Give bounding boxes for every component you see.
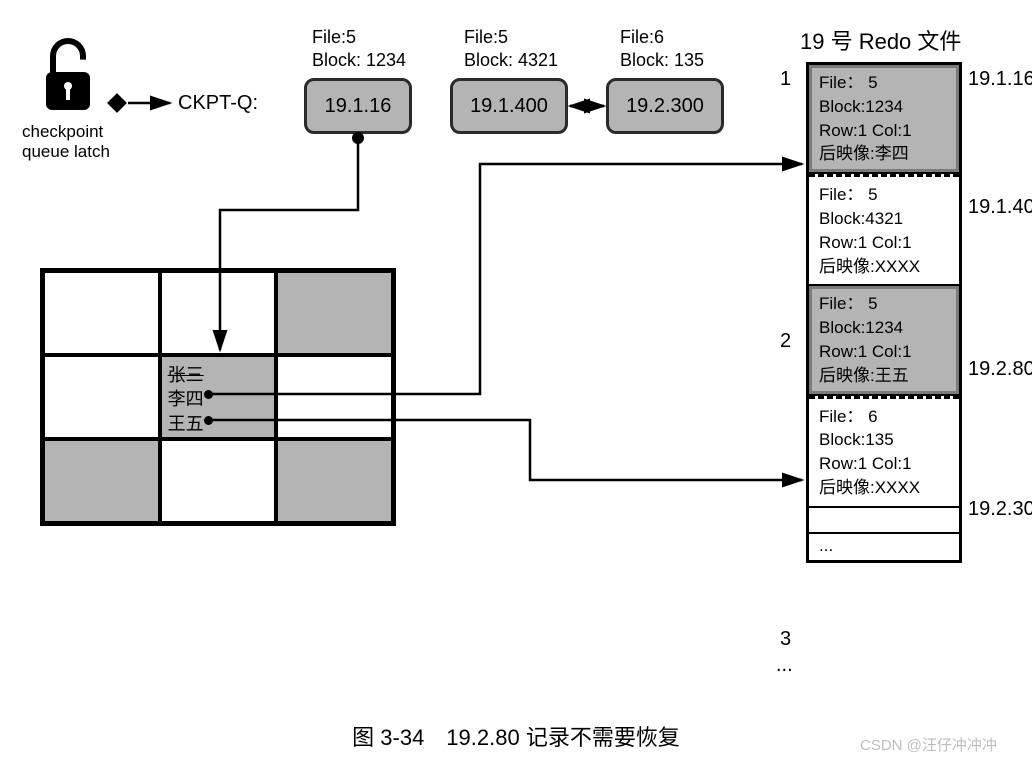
- rba-2: 19.2.80: [968, 358, 1032, 381]
- r3l0: File： 6: [819, 405, 951, 429]
- redo-title: 19 号 Redo 文件: [800, 24, 961, 56]
- diamond-marker: [107, 93, 127, 113]
- qbox-2: 19.2.300: [606, 78, 724, 134]
- cell-3: [43, 355, 160, 439]
- qbox-1: 19.1.400: [450, 78, 568, 134]
- lock-icon: [46, 60, 90, 116]
- cell-8: [276, 439, 393, 523]
- r3l2: Row:1 Col:1: [819, 452, 951, 476]
- r2l0: File： 5: [819, 292, 951, 316]
- name-2: 王五: [168, 414, 204, 434]
- r2l2: Row:1 Col:1: [819, 340, 951, 364]
- qh0-l2: Block: 1234: [312, 50, 406, 70]
- r1l3: 后映像:XXXX: [819, 255, 951, 279]
- cell-7: [160, 439, 277, 523]
- r1l2: Row:1 Col:1: [819, 231, 951, 255]
- qbox-1-val: 19.1.400: [470, 95, 548, 117]
- qbox-header-1: File:5 Block: 4321: [464, 26, 558, 71]
- diagram-canvas: checkpointqueue latch CKPT-Q: File:5 Blo…: [10, 10, 1022, 744]
- redo-rec-3: File： 6 Block:135 Row:1 Col:1 后映像:XXXX: [809, 399, 959, 508]
- qh1-l1: File:5: [464, 27, 508, 47]
- qbox-header-0: File:5 Block: 1234: [312, 26, 406, 71]
- watermark: CSDN @汪仔冲冲冲: [860, 734, 997, 755]
- redo-file: File： 5 Block:1234 Row:1 Col:1 后映像:李四 Fi…: [806, 62, 962, 563]
- r3l1: Block:135: [819, 428, 951, 452]
- redo-num-ell: ...: [776, 654, 793, 677]
- cell-1: [160, 271, 277, 355]
- redo-rec-1: File： 5 Block:4321 Row:1 Col:1 后映像:XXXX: [809, 177, 959, 286]
- r2l1: Block:1234: [819, 316, 951, 340]
- redo-num-2: 2: [780, 330, 791, 353]
- qh2-l2: Block: 135: [620, 50, 704, 70]
- cell-4: 张三 李四 王五: [160, 355, 277, 439]
- rba-3: 19.2.300: [968, 498, 1032, 521]
- cell-0: [43, 271, 160, 355]
- cell-5: [276, 355, 393, 439]
- qbox-0-val: 19.1.16: [325, 95, 392, 117]
- name1-dot: [204, 390, 213, 399]
- qh1-l2: Block: 4321: [464, 50, 558, 70]
- lock-label-line1: checkpointqueue latch: [22, 122, 110, 161]
- redo-rec-2: File： 5 Block:1234 Row:1 Col:1 后映像:王五: [809, 286, 959, 395]
- r0l1: Block:1234: [819, 95, 951, 119]
- qbox-0: 19.1.16: [304, 78, 412, 134]
- center-cell-text: 张三 李四 王五: [162, 357, 275, 437]
- r3l3: 后映像:XXXX: [819, 476, 951, 500]
- cell-2: [276, 271, 393, 355]
- redo-slot-ell: ...: [809, 534, 959, 560]
- qbox-2-val: 19.2.300: [626, 95, 704, 117]
- r0l0: File： 5: [819, 71, 951, 95]
- redo-num-1: 1: [780, 68, 791, 91]
- ckpt-q-label: CKPT-Q:: [178, 92, 258, 115]
- redo-num-3: 3: [780, 628, 791, 651]
- rba-1: 19.1.400: [968, 196, 1032, 219]
- r0l3: 后映像:李四: [819, 142, 951, 166]
- qbox-0-dot: [352, 132, 364, 144]
- redo-slot-3: [809, 508, 959, 534]
- r1l0: File： 5: [819, 183, 951, 207]
- qbox-header-2: File:6 Block: 135: [620, 26, 704, 71]
- lock-label: checkpointqueue latch: [22, 122, 110, 163]
- name2-dot: [204, 416, 213, 425]
- cell-6: [43, 439, 160, 523]
- r1l1: Block:4321: [819, 207, 951, 231]
- r2l3: 后映像:王五: [819, 364, 951, 388]
- qh0-l1: File:5: [312, 27, 356, 47]
- redo-rec-0: File： 5 Block:1234 Row:1 Col:1 后映像:李四: [809, 65, 959, 174]
- rba-0: 19.1.16: [968, 68, 1032, 91]
- r0l2: Row:1 Col:1: [819, 119, 951, 143]
- name-1: 李四: [168, 389, 204, 409]
- qh2-l1: File:6: [620, 27, 664, 47]
- buffer-grid: 张三 李四 王五: [40, 268, 396, 526]
- name-0: 张三: [168, 365, 204, 385]
